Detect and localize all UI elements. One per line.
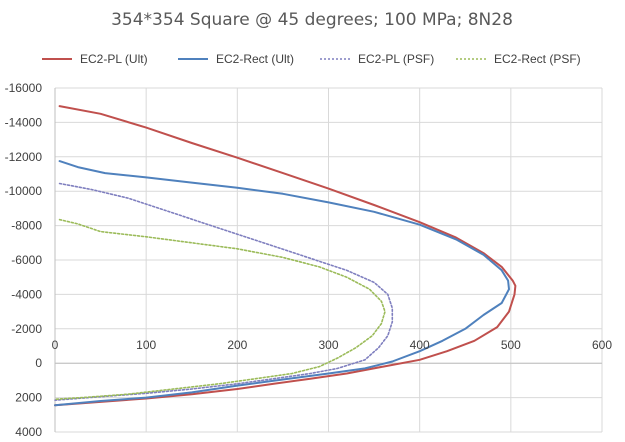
y-tick-label: -10000 (5, 184, 43, 198)
x-tick-label: 0 (52, 338, 59, 352)
x-tick-label: 600 (592, 338, 612, 352)
series-line-3 (54, 182, 394, 401)
legend-label: EC2-PL (PSF) (358, 52, 434, 66)
y-tick-label: -2000 (11, 322, 42, 336)
x-tick-label: 500 (501, 338, 521, 352)
x-tick-label: 300 (318, 338, 338, 352)
y-tick-label: -8000 (11, 219, 42, 233)
y-tick-label: 0 (35, 356, 42, 370)
y-tick-label: -6000 (11, 253, 42, 267)
series-line-2 (54, 160, 510, 407)
series-line-1 (54, 105, 517, 407)
chart-title: 354*354 Square @ 45 degrees; 100 MPa; 8N… (111, 10, 513, 30)
y-tick-label: 4000 (15, 425, 42, 439)
y-tick-label: -16000 (5, 81, 43, 95)
x-axis-tick-labels: 0 100 200 300 400 500 600 (52, 338, 613, 352)
x-tick-label: 100 (136, 338, 156, 352)
y-tick-label: -4000 (11, 287, 42, 301)
y-axis-tick-labels: -16000 -14000 -12000 -10000 -8000 -6000 -4000 -… (5, 81, 43, 439)
series-line-4 (54, 218, 386, 401)
axes (54, 88, 602, 432)
gridlines (54, 87, 603, 433)
y-tick-label: 2000 (15, 391, 42, 405)
y-tick-label: -12000 (5, 150, 43, 164)
legend: EC2-PL (Ult) EC2-Rect (Ult) EC2-PL (PSF) EC… (42, 52, 581, 66)
x-tick-label: 400 (410, 338, 430, 352)
legend-label: EC2-Rect (Ult) (216, 52, 294, 66)
series-layer (54, 105, 517, 407)
x-tick-label: 200 (227, 338, 247, 352)
legend-label: EC2-PL (Ult) (80, 52, 148, 66)
y-tick-label: -14000 (5, 115, 43, 129)
legend-label: EC2-Rect (PSF) (494, 52, 581, 66)
